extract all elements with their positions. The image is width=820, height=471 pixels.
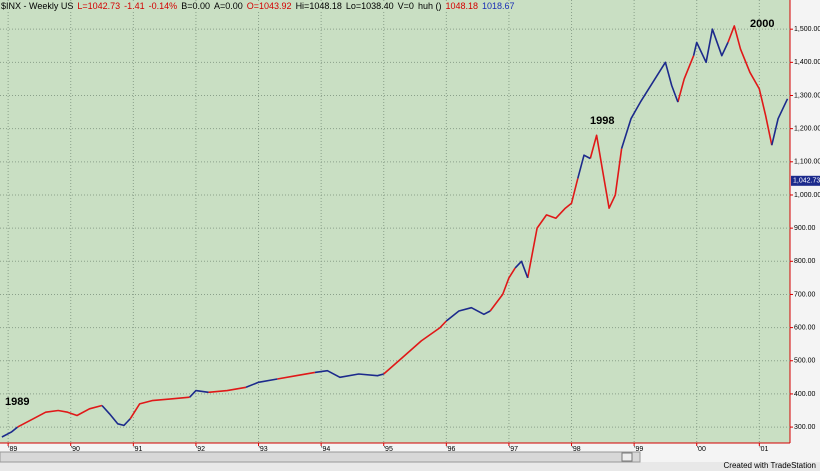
annotation: 1989 [5, 396, 29, 408]
header-item: huh () [417, 1, 442, 11]
y-tick-label: 1,500.00 [794, 26, 820, 33]
header-item: 1018.67 [482, 1, 515, 11]
y-tick-label: 800.00 [794, 258, 816, 265]
x-tick-label: '92 [196, 446, 205, 453]
y-tick-label: 1,100.00 [794, 159, 820, 166]
header-item: 1048.18 [445, 1, 478, 11]
scrollbar[interactable] [0, 451, 641, 463]
x-tick-label: '90 [71, 446, 80, 453]
y-tick-label: 1,300.00 [794, 92, 820, 99]
x-tick-label: '98 [572, 446, 581, 453]
annotation: 2000 [750, 18, 774, 30]
header-item: B=0.00 [181, 1, 210, 11]
y-tick-label: 500.00 [794, 358, 816, 365]
header-item: L=1042.73 [77, 1, 121, 11]
x-tick-label: '89 [8, 446, 17, 453]
last-price-label: 1,042.73 [793, 178, 820, 185]
y-tick-label: 1,000.00 [794, 192, 820, 199]
price-line [1, 28, 789, 438]
header-item: -0.14% [148, 1, 178, 11]
y-tick-label: 900.00 [794, 225, 816, 232]
y-tick-label: 1,400.00 [794, 59, 820, 66]
series-lines [1, 25, 789, 438]
x-tick-label: '99 [634, 446, 643, 453]
y-tick-label: 1,200.00 [794, 125, 820, 132]
x-tick-label: '95 [384, 446, 393, 453]
header-item: -1.41 [124, 1, 145, 11]
header-item: V=0 [397, 1, 414, 11]
y-tick-label: 300.00 [794, 424, 816, 431]
y-tick-label: 400.00 [794, 391, 816, 398]
header-item: Hi=1048.18 [295, 1, 342, 11]
x-tick-label: '91 [133, 446, 142, 453]
right-axis-area [790, 0, 820, 462]
header: $INX - Weekly US L=1042.73 -1.41 -0.14% B=0.… [1, 1, 519, 11]
x-tick-label: '94 [321, 446, 330, 453]
header-item: O=1043.92 [246, 1, 292, 11]
header-item: A=0.00 [213, 1, 243, 11]
last-price-box [791, 175, 820, 186]
y-tick-label: 700.00 [794, 291, 816, 298]
footer: Created with TradeStation [724, 461, 817, 470]
plot-area [0, 0, 790, 443]
price-line [17, 25, 773, 428]
annotation: 1998 [590, 115, 614, 127]
x-tick-label: '96 [446, 446, 455, 453]
x-tick-label: '01 [759, 446, 768, 453]
header-item: Lo=1038.40 [345, 1, 394, 11]
x-tick-label: '00 [697, 446, 706, 453]
scroll-thumb[interactable] [621, 452, 633, 462]
x-tick-label: '97 [509, 446, 518, 453]
x-tick-label: '93 [259, 446, 268, 453]
grid [0, 0, 790, 443]
header-item: $INX - Weekly US [1, 1, 74, 11]
y-tick-label: 600.00 [794, 324, 816, 331]
